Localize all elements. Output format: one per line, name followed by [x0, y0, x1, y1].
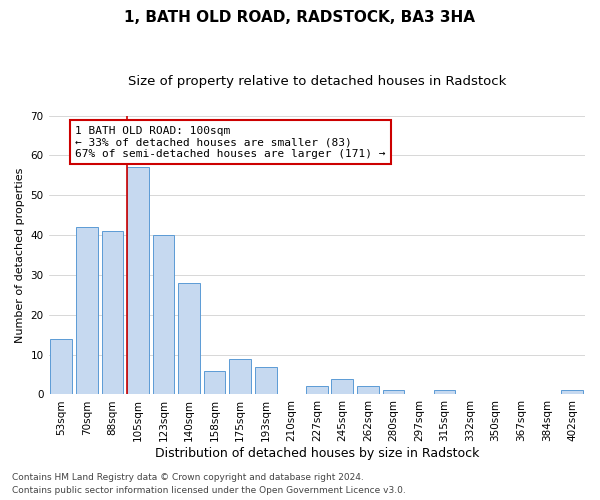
Bar — [306, 386, 328, 394]
Text: Contains HM Land Registry data © Crown copyright and database right 2024.
Contai: Contains HM Land Registry data © Crown c… — [12, 474, 406, 495]
Bar — [383, 390, 404, 394]
X-axis label: Distribution of detached houses by size in Radstock: Distribution of detached houses by size … — [155, 447, 479, 460]
Y-axis label: Number of detached properties: Number of detached properties — [15, 168, 25, 342]
Bar — [562, 390, 583, 394]
Bar — [152, 235, 175, 394]
Bar — [127, 168, 149, 394]
Bar — [331, 378, 353, 394]
Bar — [434, 390, 455, 394]
Bar — [357, 386, 379, 394]
Text: 1, BATH OLD ROAD, RADSTOCK, BA3 3HA: 1, BATH OLD ROAD, RADSTOCK, BA3 3HA — [125, 10, 476, 25]
Text: 1 BATH OLD ROAD: 100sqm
← 33% of detached houses are smaller (83)
67% of semi-de: 1 BATH OLD ROAD: 100sqm ← 33% of detache… — [76, 126, 386, 158]
Title: Size of property relative to detached houses in Radstock: Size of property relative to detached ho… — [128, 75, 506, 88]
Bar — [255, 366, 277, 394]
Bar — [50, 338, 72, 394]
Bar — [101, 231, 123, 394]
Bar — [204, 370, 226, 394]
Bar — [178, 283, 200, 395]
Bar — [76, 227, 98, 394]
Bar — [229, 358, 251, 394]
